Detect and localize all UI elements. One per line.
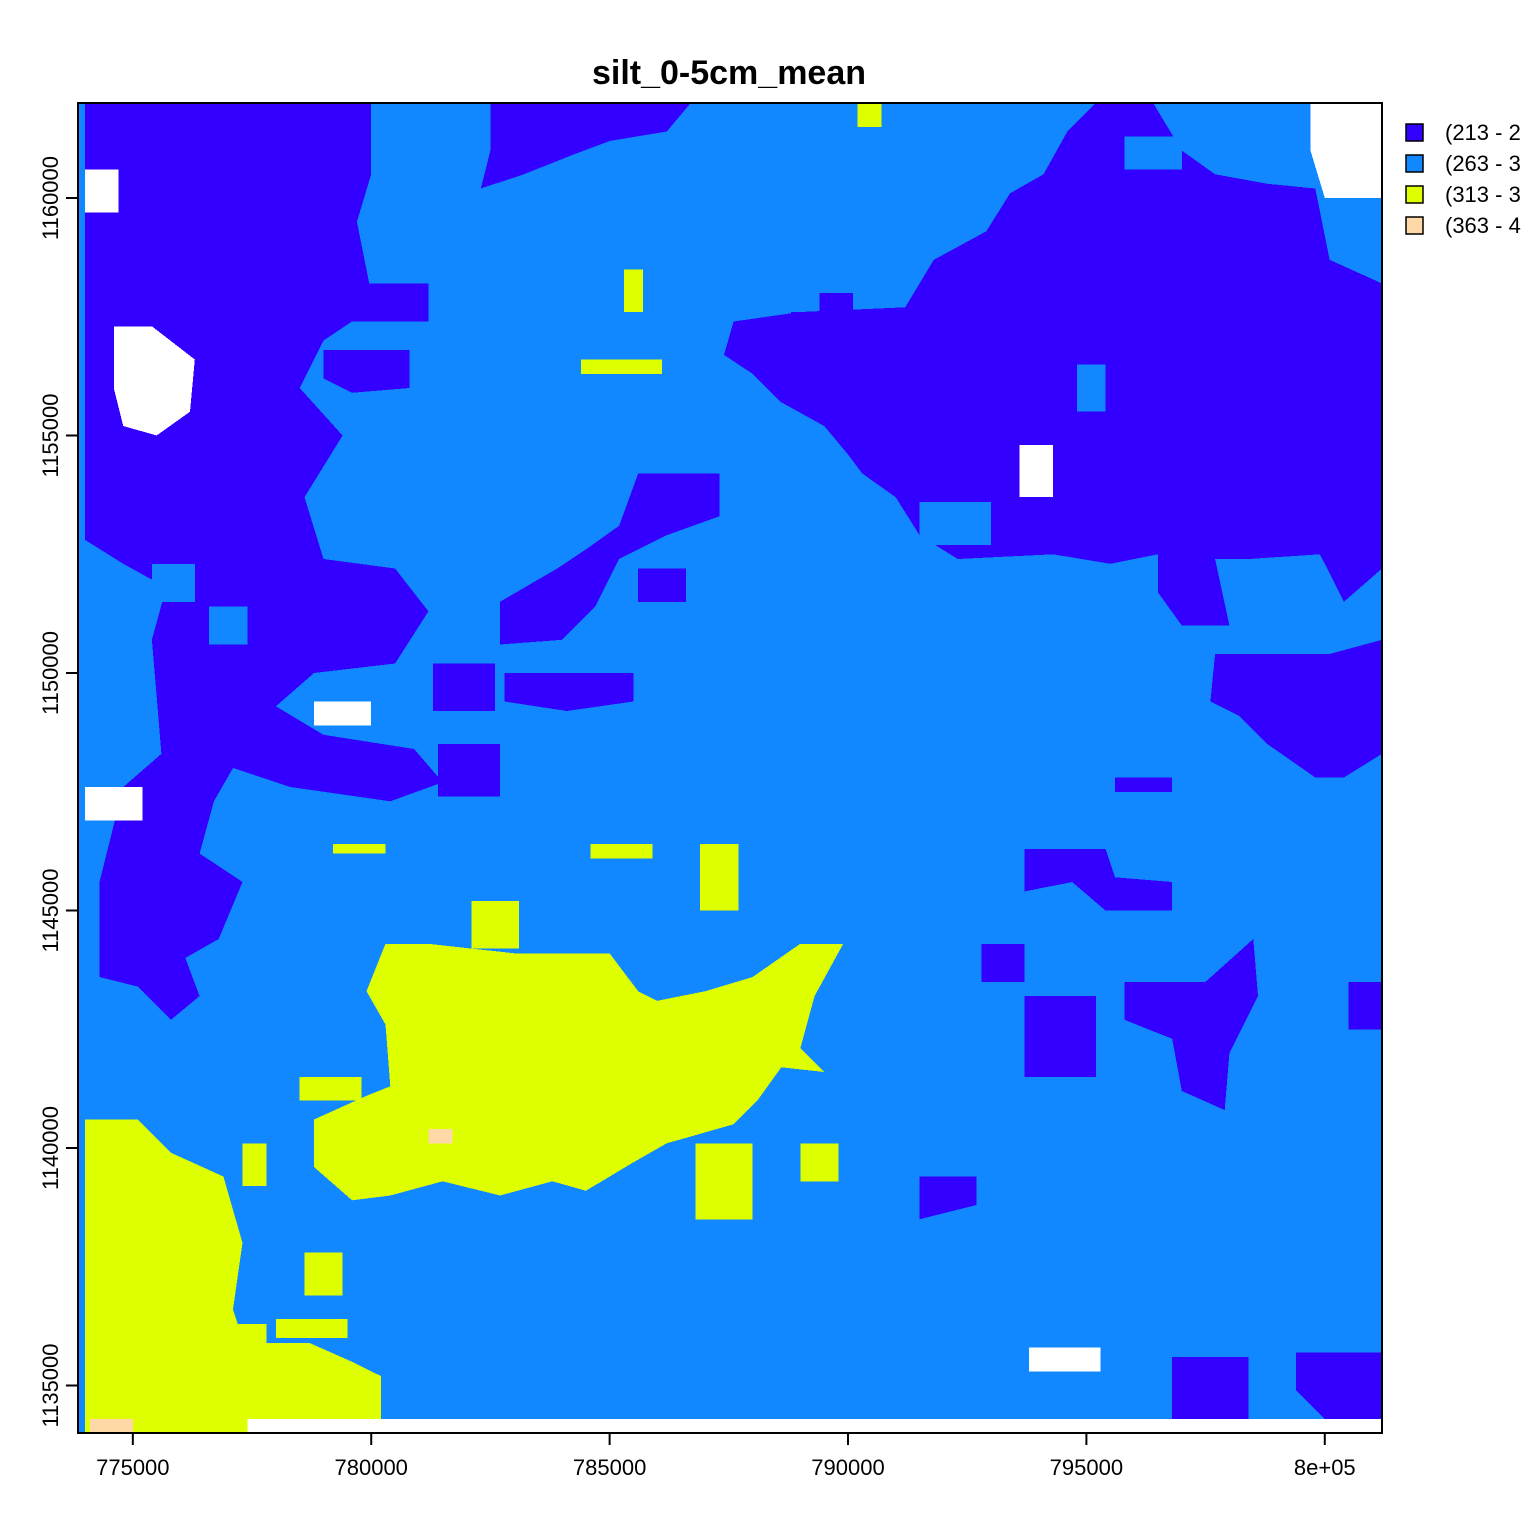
map-region-class-0-50 bbox=[1019, 445, 1053, 498]
map-region-class-1-16 bbox=[1024, 996, 1096, 1077]
map-region-class-3-29 bbox=[304, 1252, 343, 1296]
map-region-class-1-12 bbox=[1210, 639, 1382, 778]
map-region-class-0-51 bbox=[1029, 1347, 1101, 1372]
map-region-class-1-21 bbox=[1296, 1352, 1382, 1419]
map-region-class-1-4 bbox=[819, 293, 853, 312]
map-region-class-1-14 bbox=[1115, 777, 1173, 792]
map-region-class-3-30 bbox=[275, 1319, 348, 1338]
legend-label: (313 - 3 bbox=[1445, 182, 1521, 207]
y-tick-label: 1145000 bbox=[38, 868, 63, 952]
y-tick-label: 1140000 bbox=[38, 1106, 63, 1190]
map-region-class-2-26 bbox=[1076, 364, 1106, 412]
map-region-class-3-35 bbox=[700, 844, 739, 911]
map-region-class-3-40 bbox=[857, 103, 882, 127]
map-region-class-1-0 bbox=[85, 103, 443, 1020]
legend-label: (363 - 4 bbox=[1445, 213, 1521, 238]
map-region-class-3-31 bbox=[242, 1143, 267, 1186]
map-region-class-1-11 bbox=[438, 744, 500, 797]
x-tick-label: 795000 bbox=[1050, 1455, 1123, 1480]
legend-swatch bbox=[1405, 185, 1424, 204]
x-axis: 775000 780000 785000 790000 795000 8e+05 bbox=[96, 1432, 1356, 1480]
legend-label: (263 - 3 bbox=[1445, 151, 1521, 176]
map-region-class-3-41 bbox=[333, 844, 386, 854]
map-region-class-3-38 bbox=[623, 269, 643, 312]
map-region-class-2-23 bbox=[151, 563, 195, 602]
map-region-class-1-1 bbox=[480, 103, 691, 189]
map-region-class-2-24 bbox=[209, 606, 248, 645]
map-region-class-3-32 bbox=[695, 1143, 753, 1220]
legend-label: (213 - 2 bbox=[1445, 120, 1521, 145]
map-region-class-0-48 bbox=[314, 701, 372, 726]
map-region-class-1-2 bbox=[352, 283, 429, 322]
map-region-class-3-37 bbox=[299, 1076, 362, 1101]
map-region-class-3-33 bbox=[800, 1143, 839, 1182]
map-title: silt_0-5cm_mean bbox=[592, 54, 866, 92]
map-region-class-1-7 bbox=[500, 473, 720, 645]
map-region-class-0-49 bbox=[85, 787, 143, 821]
map-region-class-3-39 bbox=[581, 359, 663, 374]
legend-swatch bbox=[1405, 216, 1424, 235]
map-region-class-4-42 bbox=[89, 1418, 133, 1433]
map-region-class-1-19 bbox=[919, 1176, 977, 1220]
map-region-class-0-45 bbox=[1310, 103, 1382, 198]
map-region-class-1-15 bbox=[981, 943, 1025, 982]
legend: (213 - 2 (263 - 3 (313 - 3 (363 - 4 bbox=[1405, 120, 1521, 238]
map-region-class-1-8 bbox=[433, 663, 496, 711]
map-region-class-1-9 bbox=[504, 673, 634, 711]
map-region-class-4-43 bbox=[428, 1129, 453, 1144]
x-tick-label: 790000 bbox=[811, 1455, 884, 1480]
map-region-class-1-6 bbox=[724, 103, 1382, 626]
map-region-class-2-22 bbox=[1124, 136, 1182, 170]
y-tick-label: 1160000 bbox=[38, 156, 63, 240]
map-region-class-1-3 bbox=[323, 350, 410, 393]
map-region-class-1-17 bbox=[1124, 939, 1258, 1110]
map-region-class-3-34 bbox=[471, 901, 519, 949]
legend-swatch bbox=[1405, 154, 1424, 173]
y-tick-label: 1135000 bbox=[38, 1343, 63, 1427]
x-tick-label: 775000 bbox=[96, 1455, 169, 1480]
map-region-class-3-36 bbox=[590, 844, 653, 859]
map-region-class-0-46 bbox=[85, 169, 119, 213]
map-region-class-0-47 bbox=[113, 326, 195, 436]
map-region-class-1-18 bbox=[1348, 981, 1382, 1030]
legend-swatch bbox=[1405, 123, 1424, 142]
map-region-class-1-10 bbox=[638, 568, 686, 602]
y-tick-label: 1155000 bbox=[38, 393, 63, 477]
map-region-class-1-13 bbox=[1024, 848, 1173, 911]
x-tick-label: 8e+05 bbox=[1294, 1455, 1356, 1480]
x-tick-label: 780000 bbox=[335, 1455, 408, 1480]
map-region-class-3-28 bbox=[85, 1119, 381, 1433]
map-region-class-2-25 bbox=[919, 502, 991, 545]
map-region-class-0-52 bbox=[247, 1418, 1382, 1433]
map-region-class-1-20 bbox=[1172, 1357, 1249, 1419]
x-tick-label: 785000 bbox=[573, 1455, 646, 1480]
map-regions bbox=[85, 103, 1382, 1433]
y-tick-label: 1150000 bbox=[38, 631, 63, 715]
y-axis: 1135000 1140000 1145000 1150000 1155000 11600… bbox=[38, 156, 79, 1428]
